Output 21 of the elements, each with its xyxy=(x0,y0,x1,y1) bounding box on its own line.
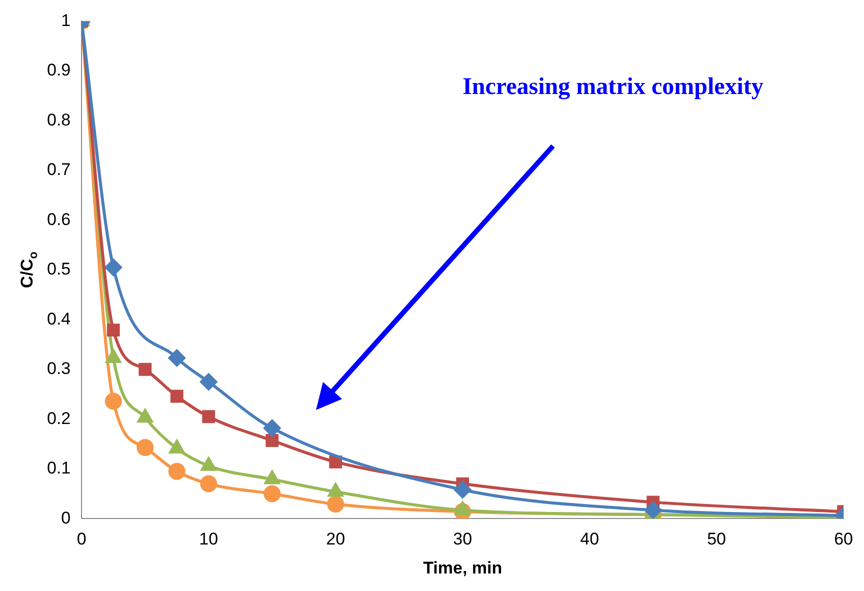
y-tick-label: 0.2 xyxy=(46,408,71,428)
x-tick-label: 60 xyxy=(834,529,854,548)
annotation: Increasing matrix complexity xyxy=(462,74,764,100)
y-tick-label: 0.8 xyxy=(46,110,71,130)
y-tick-label: 0.6 xyxy=(46,210,71,229)
x-tick-label: 50 xyxy=(707,529,726,548)
y-tick-label: 0.9 xyxy=(46,60,71,80)
y-tick-label: 0.5 xyxy=(46,260,71,279)
x-tick-label: 20 xyxy=(326,529,346,548)
x-tick-label: 30 xyxy=(453,529,472,548)
x-tick-label: 10 xyxy=(199,529,218,548)
y-tick-label: 0 xyxy=(61,508,71,528)
y-tick-label: 0.1 xyxy=(46,458,71,478)
y-tick-label: 0.3 xyxy=(46,359,71,378)
y-tick-label: 0.7 xyxy=(46,160,71,180)
y-axis-title: C/Co xyxy=(18,252,40,288)
y-tick-label: 1 xyxy=(61,10,71,30)
y-tick-label: 0.4 xyxy=(46,309,71,328)
x-axis-title: Time, min xyxy=(423,558,502,578)
x-tick-label: 40 xyxy=(580,529,600,548)
x-tick-label: 0 xyxy=(76,529,86,548)
